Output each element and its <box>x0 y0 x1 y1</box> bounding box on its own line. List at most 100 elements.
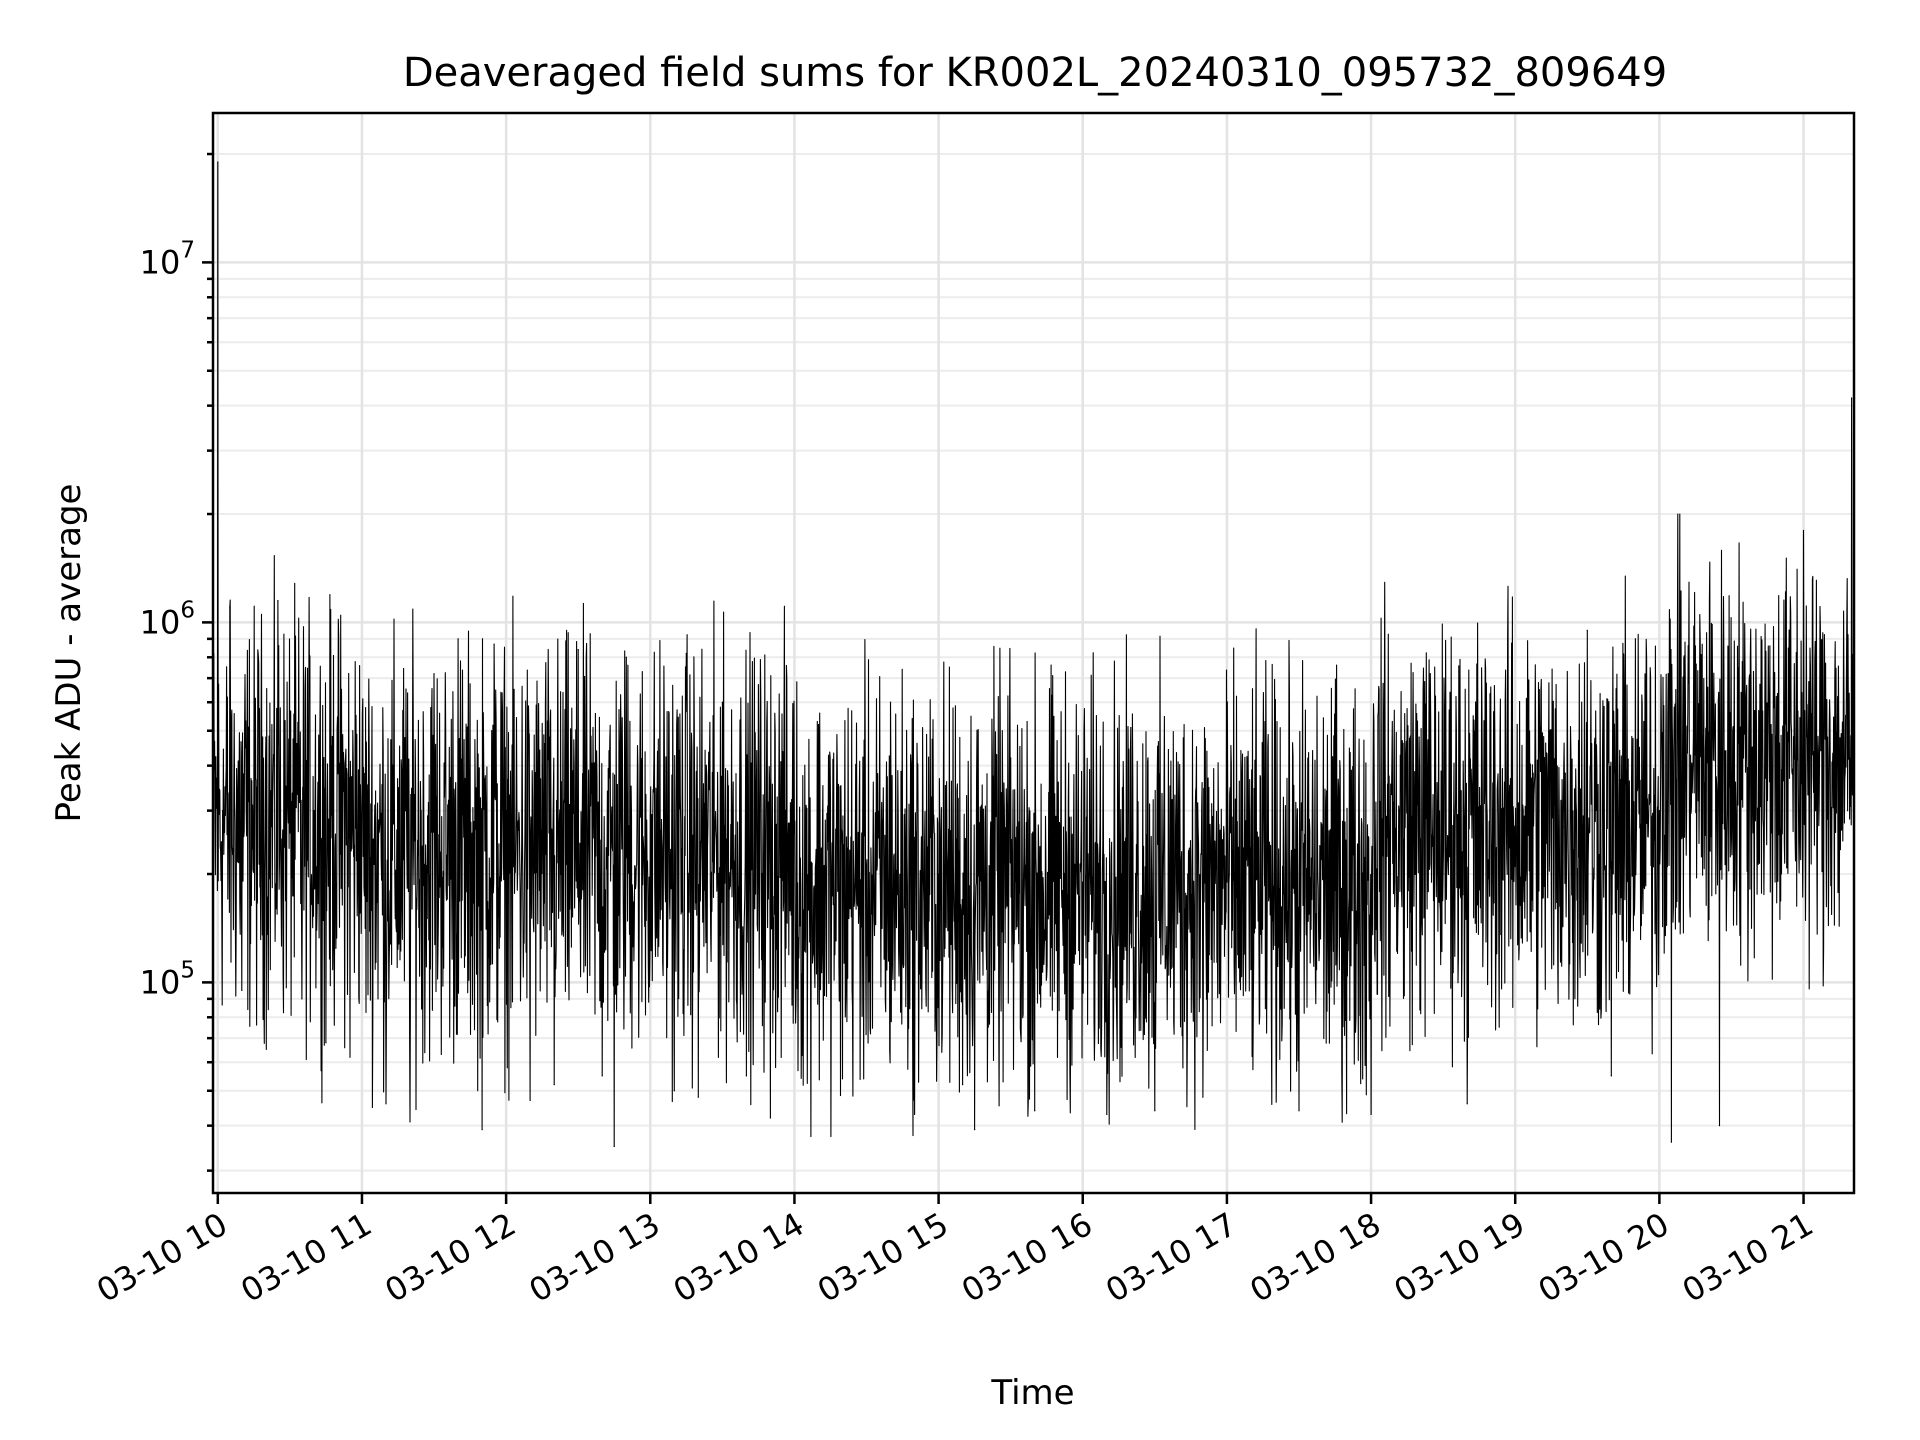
data-point <box>1262 773 1264 775</box>
data-point <box>529 1099 531 1102</box>
data-point <box>553 1084 555 1086</box>
data-point <box>913 1113 916 1115</box>
data-point <box>301 998 303 1000</box>
y-axis-label: Peak ADU - average <box>49 484 89 823</box>
data-point <box>222 810 224 812</box>
data-point <box>1694 645 1697 647</box>
data-point <box>1610 1075 1612 1077</box>
data-point <box>817 724 820 726</box>
data-point <box>1850 397 1853 399</box>
data-point <box>409 1121 411 1123</box>
data-point <box>685 652 687 655</box>
data-point <box>313 810 315 812</box>
data-point <box>1814 810 1817 812</box>
x-tick-label: 03-10 16 <box>955 1205 1099 1310</box>
x-tick-label: 03-10 17 <box>1099 1205 1243 1310</box>
data-point <box>433 673 435 675</box>
x-axis-label: Time <box>990 1373 1074 1413</box>
data-point <box>1658 810 1660 812</box>
data-point <box>1466 1103 1468 1105</box>
data-point <box>1130 727 1132 729</box>
data-point <box>1154 1110 1156 1112</box>
data-point <box>1562 826 1564 828</box>
x-tick-label: 03-10 19 <box>1388 1205 1532 1310</box>
data-point <box>457 638 459 640</box>
data-point <box>601 1075 603 1077</box>
data-point <box>385 1103 387 1105</box>
data-point <box>1442 873 1444 875</box>
series-layer <box>212 161 1855 1148</box>
data-point <box>1490 881 1492 883</box>
data-point <box>962 1084 964 1086</box>
data-point <box>217 161 219 163</box>
data-point <box>1838 820 1841 823</box>
x-tick-label: 03-10 10 <box>90 1205 234 1310</box>
data-point <box>277 599 279 602</box>
data-point <box>289 832 291 834</box>
data-point <box>1586 629 1588 632</box>
data-point <box>1034 1110 1036 1112</box>
data-point <box>229 606 231 609</box>
series-line <box>212 161 1855 1148</box>
data-point <box>721 701 723 703</box>
data-point <box>1370 1113 1372 1115</box>
data-point <box>1226 881 1228 883</box>
data-point <box>793 832 796 834</box>
data-point <box>697 1096 699 1098</box>
data-point <box>974 1129 976 1131</box>
data-point <box>841 1078 844 1080</box>
data-point <box>625 656 627 658</box>
data-point <box>1106 1113 1108 1115</box>
x-tick-label: 03-10 18 <box>1243 1205 1387 1310</box>
chart-title: Deaveraged field sums for KR002L_2024031… <box>403 50 1667 96</box>
data-point <box>1718 1125 1721 1127</box>
data-point <box>937 873 940 875</box>
data-point <box>493 643 495 645</box>
x-tick-label: 03-10 14 <box>667 1205 811 1310</box>
data-point <box>1334 889 1336 892</box>
data-point <box>1178 889 1180 892</box>
data-point <box>1802 529 1805 532</box>
y-tick-label: 107 <box>140 237 195 281</box>
data-point <box>769 1117 772 1119</box>
data-point <box>1514 865 1516 867</box>
x-tick-label: 03-10 12 <box>379 1205 523 1310</box>
data-point <box>505 810 507 812</box>
data-point <box>337 773 339 775</box>
data-point <box>1790 730 1793 732</box>
data-point <box>1670 1141 1672 1143</box>
data-point <box>673 1090 675 1092</box>
data-point <box>1394 881 1396 883</box>
y-tick-label: 106 <box>140 597 195 641</box>
data-point <box>1538 689 1540 691</box>
data-point <box>265 736 267 738</box>
data-point <box>1634 638 1636 640</box>
data-point <box>253 810 255 812</box>
data-point <box>889 701 892 703</box>
data-point <box>1202 1096 1204 1098</box>
data-point <box>361 795 363 797</box>
data-point <box>613 1145 615 1148</box>
x-tick-label: 03-10 11 <box>234 1205 378 1310</box>
data-point <box>865 865 868 867</box>
data-point <box>1742 757 1745 759</box>
data-point <box>745 1075 747 1077</box>
y-tick-label: 105 <box>140 957 195 1001</box>
data-point <box>349 1056 351 1058</box>
data-point <box>1766 799 1769 802</box>
data-point <box>577 649 579 651</box>
x-tick-label: 03-10 20 <box>1532 1205 1676 1310</box>
data-point <box>325 1042 327 1044</box>
x-tick-label: 03-10 13 <box>523 1205 667 1310</box>
data-point <box>481 1129 483 1131</box>
data-point <box>1010 757 1012 759</box>
data-point <box>1418 736 1420 738</box>
x-tick-label: 03-10 21 <box>1676 1205 1820 1310</box>
data-point <box>241 989 243 992</box>
data-point <box>1082 881 1084 883</box>
data-point <box>649 815 651 817</box>
x-tick-label: 03-10 15 <box>811 1205 955 1310</box>
data-point <box>1826 736 1829 738</box>
data-point <box>1298 1110 1300 1112</box>
